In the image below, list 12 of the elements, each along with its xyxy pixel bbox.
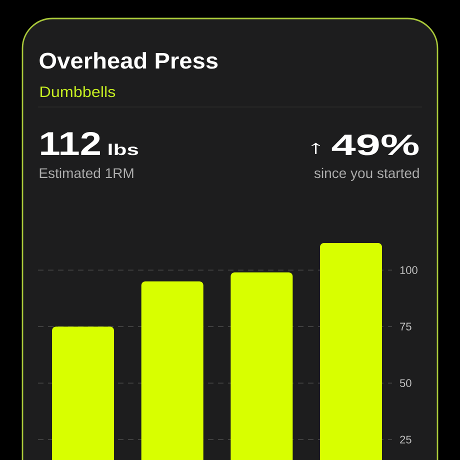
text: ↑ [312,142,320,154]
y-tick-label: 75 [400,322,412,330]
chart-title: Overhead Press [40,52,218,69]
y-tick-label: 25 [400,436,412,444]
text: since you started [314,168,419,181]
chart-subtitle: Dumbbells [40,86,116,98]
y-tick-label: 50 [400,379,412,388]
text: lbs [108,144,138,156]
y-tick-label: 100 [400,266,418,274]
text: 49% [332,134,419,156]
text: Estimated 1RM [40,168,134,178]
text: 112 [41,132,100,155]
